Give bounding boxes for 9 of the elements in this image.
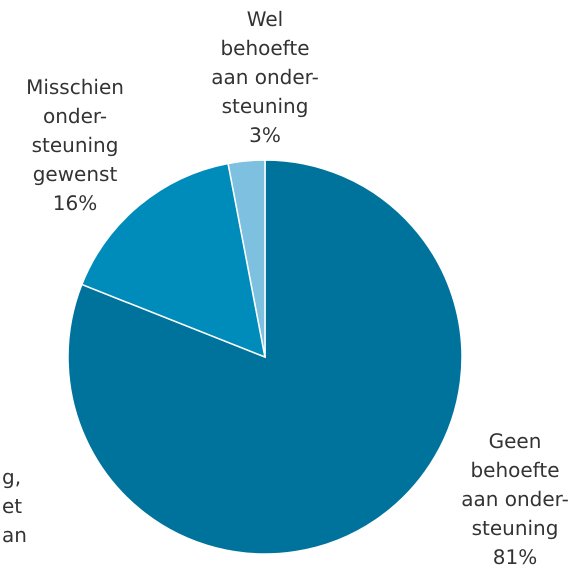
data-label: 16%: [52, 191, 98, 215]
text: et: [2, 494, 22, 518]
slice-label: Misschien onder- steuning gewenst: [26, 75, 124, 186]
slice-label: Wel behoefte aan onder- steuning: [211, 7, 319, 118]
text: g,: [2, 465, 22, 489]
data-label: 81%: [492, 545, 538, 569]
data-label: 3%: [249, 123, 281, 147]
text: an: [2, 523, 27, 547]
slice-label: Geen behoefte aan onder- steuning: [461, 429, 569, 540]
